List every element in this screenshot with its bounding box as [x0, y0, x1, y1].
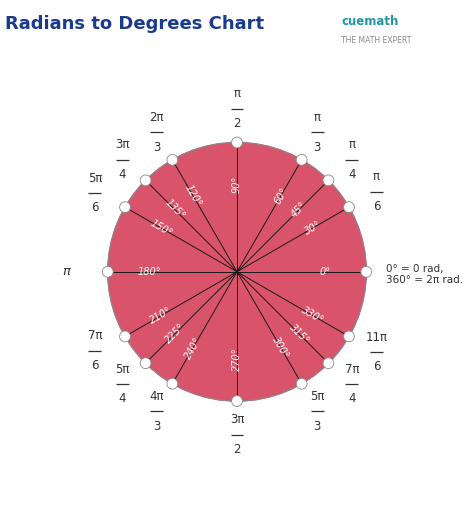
- Text: 3: 3: [313, 420, 321, 433]
- Text: 3: 3: [313, 141, 321, 153]
- Circle shape: [344, 331, 355, 342]
- Text: 5π: 5π: [88, 172, 102, 184]
- Circle shape: [102, 266, 113, 277]
- Circle shape: [232, 396, 242, 406]
- Text: 11π: 11π: [365, 331, 388, 343]
- Text: 330°: 330°: [301, 305, 326, 326]
- Text: 4: 4: [118, 393, 126, 405]
- Text: 120°: 120°: [183, 183, 203, 208]
- Text: 6: 6: [91, 359, 99, 372]
- Circle shape: [361, 266, 372, 277]
- Text: 300°: 300°: [271, 335, 291, 361]
- Text: 0°: 0°: [319, 267, 330, 277]
- Text: 6: 6: [91, 201, 99, 214]
- Text: 3π: 3π: [115, 138, 129, 151]
- Circle shape: [119, 331, 130, 342]
- Circle shape: [296, 154, 307, 165]
- Text: 60°: 60°: [272, 185, 290, 206]
- Text: 90°: 90°: [232, 175, 242, 193]
- Circle shape: [323, 175, 334, 186]
- Circle shape: [119, 202, 130, 212]
- Text: 5π: 5π: [310, 390, 324, 403]
- Text: 240°: 240°: [183, 335, 203, 361]
- Text: 7π: 7π: [88, 329, 102, 342]
- Text: 135°: 135°: [163, 198, 187, 221]
- Text: 2: 2: [233, 443, 241, 456]
- Text: 4π: 4π: [150, 390, 164, 403]
- Text: 30°: 30°: [303, 219, 323, 237]
- Text: 2: 2: [233, 117, 241, 130]
- Text: 315°: 315°: [287, 322, 311, 346]
- Text: π: π: [373, 170, 380, 183]
- Text: 7π: 7π: [345, 363, 359, 375]
- Text: Radians to Degrees Chart: Radians to Degrees Chart: [5, 15, 264, 33]
- Text: 6: 6: [373, 200, 380, 213]
- Text: 3: 3: [153, 141, 161, 153]
- Circle shape: [108, 143, 366, 401]
- Text: π: π: [314, 111, 320, 124]
- Text: THE MATH EXPERT: THE MATH EXPERT: [341, 36, 411, 45]
- Circle shape: [296, 378, 307, 389]
- Text: 3: 3: [153, 420, 161, 433]
- Circle shape: [140, 358, 151, 369]
- Circle shape: [232, 137, 242, 148]
- Text: 2π: 2π: [150, 111, 164, 124]
- Text: 4: 4: [348, 393, 356, 405]
- Text: 225°: 225°: [163, 322, 187, 346]
- Text: 5π: 5π: [115, 363, 129, 375]
- Text: 4: 4: [348, 168, 356, 181]
- Circle shape: [344, 202, 355, 212]
- Circle shape: [140, 175, 151, 186]
- Text: cuemath: cuemath: [341, 15, 399, 28]
- Text: 3π: 3π: [230, 414, 244, 426]
- Text: 45°: 45°: [290, 200, 309, 219]
- Text: π: π: [63, 265, 70, 278]
- Text: 270°: 270°: [232, 348, 242, 371]
- Text: 180°: 180°: [137, 267, 161, 277]
- Circle shape: [167, 154, 178, 165]
- Text: 210°: 210°: [148, 305, 173, 326]
- Text: π: π: [234, 87, 240, 101]
- Text: 0° = 0 rad,
360° = 2π rad.: 0° = 0 rad, 360° = 2π rad.: [386, 264, 463, 285]
- Text: 6: 6: [373, 360, 380, 373]
- Circle shape: [323, 358, 334, 369]
- Text: 150°: 150°: [148, 217, 173, 238]
- Circle shape: [167, 378, 178, 389]
- Text: 4: 4: [118, 168, 126, 181]
- Text: π: π: [348, 138, 356, 151]
